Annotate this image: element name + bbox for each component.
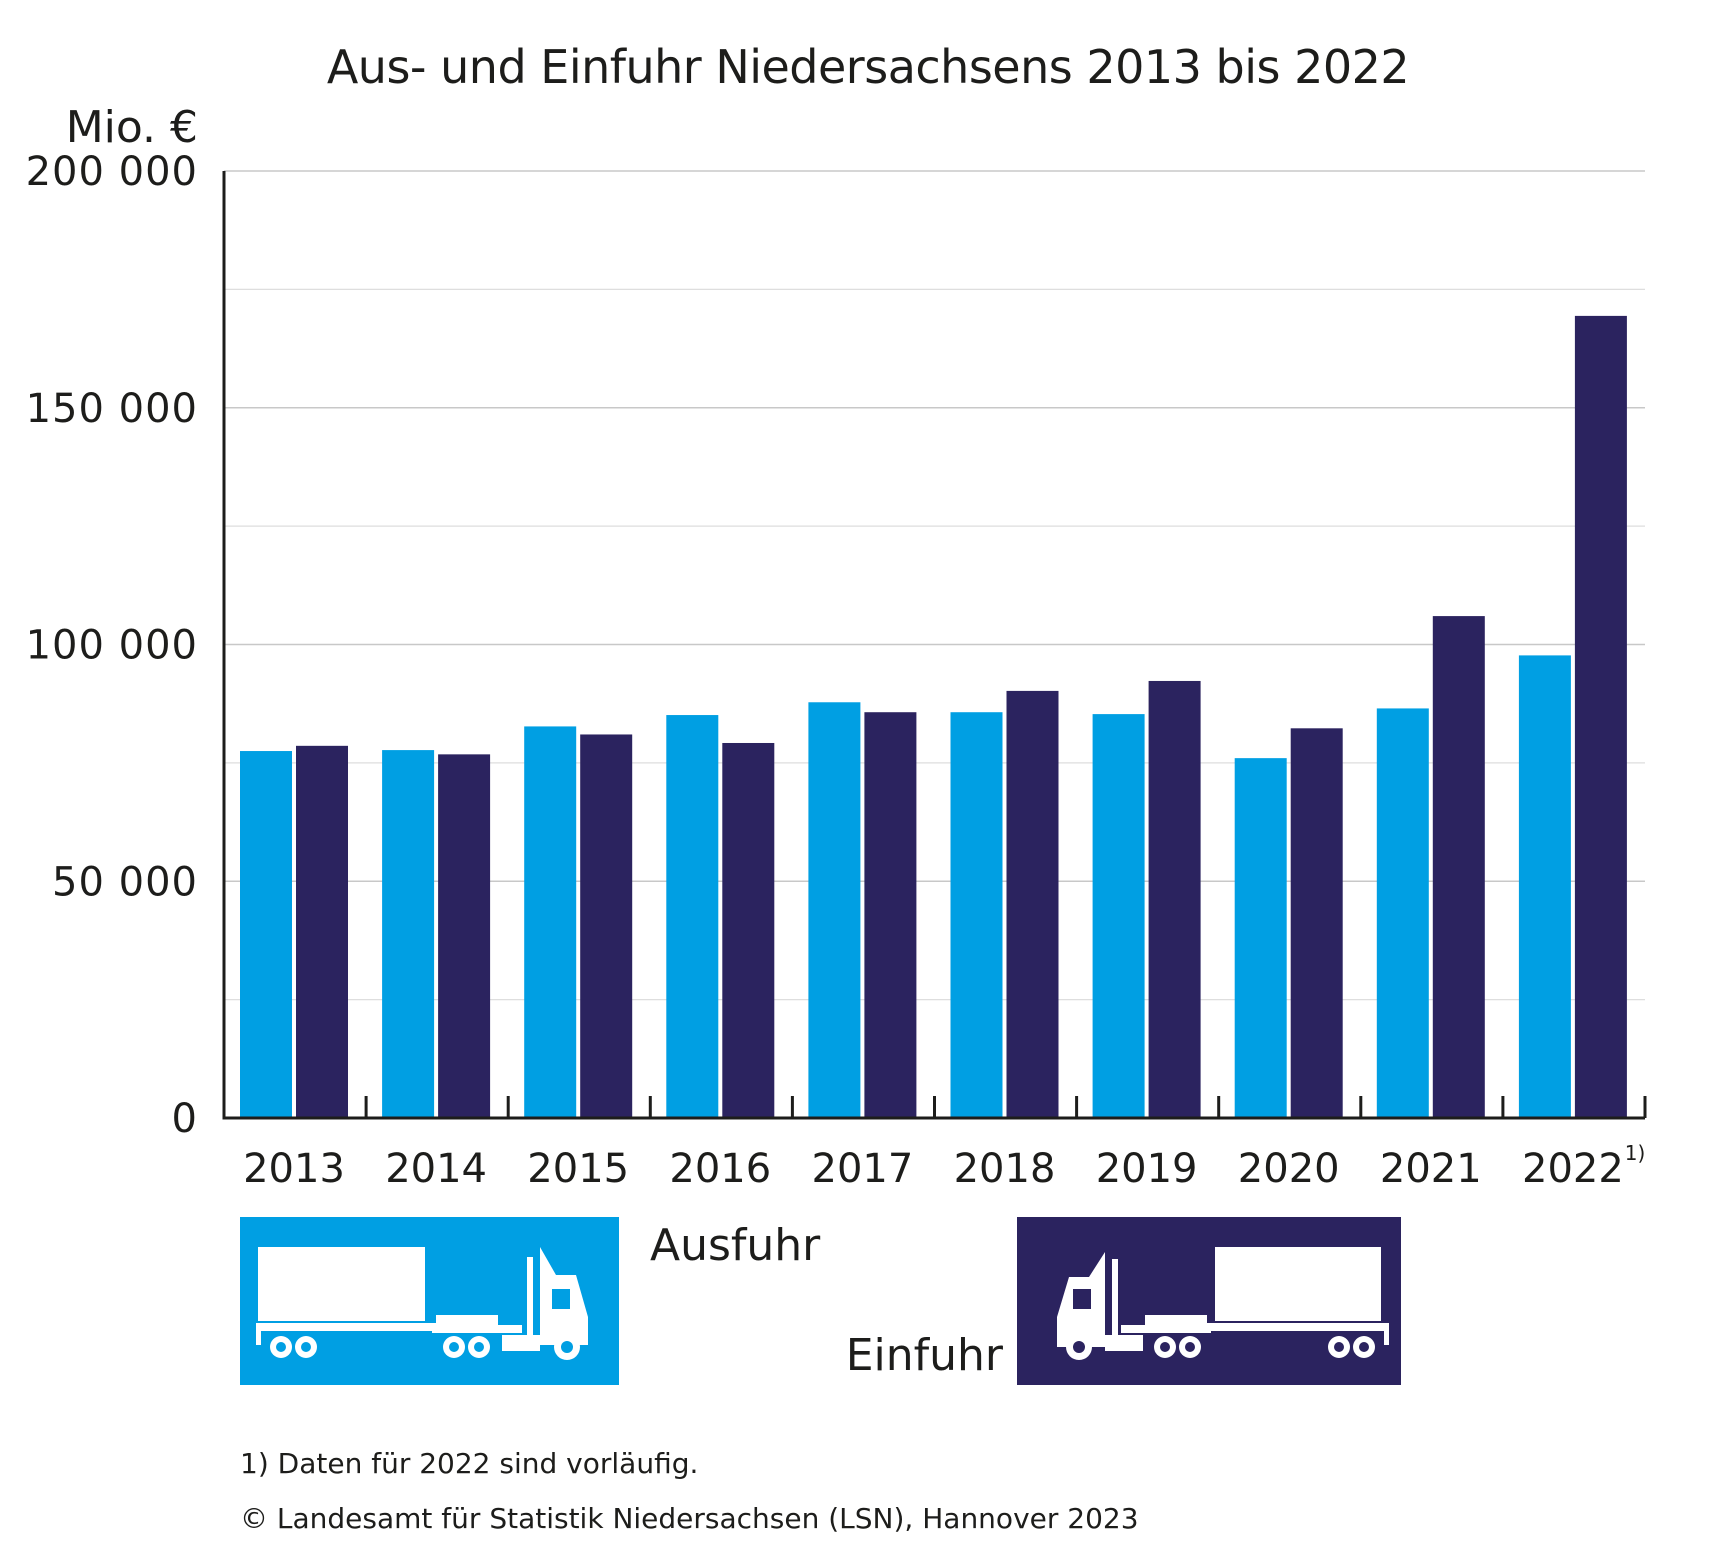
bar-einfuhr-2020 xyxy=(1290,728,1343,1118)
x-tick-label: 2022 xyxy=(1522,1146,1624,1192)
gridlines xyxy=(224,170,1645,1001)
y-axis-unit-label: Mio. € xyxy=(66,102,198,153)
y-tick-labels: 0 50 000 100 000 150 000 200 000 xyxy=(26,149,198,1142)
bar-ausfuhr-2018 xyxy=(950,712,1003,1118)
truck-right-icon xyxy=(256,1247,588,1360)
bar-ausfuhr-2022 xyxy=(1518,655,1571,1118)
bar-einfuhr-2017 xyxy=(864,712,917,1118)
chart-title: Aus- und Einfuhr Niedersachsens 2013 bis… xyxy=(327,40,1409,94)
legend-label-ausfuhr: Ausfuhr xyxy=(650,1220,821,1271)
bar-einfuhr-2022 xyxy=(1574,315,1627,1118)
bar-einfuhr-2015 xyxy=(580,734,633,1118)
x-tick-label: 2014 xyxy=(385,1146,487,1192)
x-tick-label: 2021 xyxy=(1380,1146,1482,1192)
bar-ausfuhr-2013 xyxy=(240,751,292,1118)
bar-ausfuhr-2021 xyxy=(1376,708,1429,1118)
bar-einfuhr-2013 xyxy=(296,745,348,1118)
y-tick-label: 0 xyxy=(172,1096,198,1142)
footnote-preliminary: 1) Daten für 2022 sind vorläufig. xyxy=(240,1447,698,1480)
y-tick-label: 100 000 xyxy=(26,623,198,669)
bar-ausfuhr-2014 xyxy=(382,750,435,1118)
footnote-source: © Landesamt für Statistik Niedersachsen … xyxy=(240,1502,1139,1535)
bar-einfuhr-2019 xyxy=(1148,680,1201,1118)
bar-ausfuhr-2015 xyxy=(524,726,577,1118)
axes xyxy=(222,171,1647,1120)
x-tick-label: 2015 xyxy=(527,1146,629,1192)
y-tick-label: 200 000 xyxy=(26,149,198,195)
bar-einfuhr-2014 xyxy=(438,754,491,1118)
bar-einfuhr-2016 xyxy=(722,742,775,1118)
x-tick-labels: 2013 2014 2015 2016 2017 2018 2019 2020 2021 2022… xyxy=(243,1141,1645,1192)
x-tick-label: 2019 xyxy=(1096,1146,1198,1192)
x-tick-label: 2016 xyxy=(669,1146,771,1192)
legend-item-einfuhr: Einfuhr xyxy=(846,1217,1401,1385)
x-tick-footnote-marker: 1) xyxy=(1625,1141,1646,1165)
truck-left-icon xyxy=(1057,1247,1389,1360)
bar-einfuhr-2021 xyxy=(1432,616,1485,1118)
bar-ausfuhr-2016 xyxy=(666,715,719,1118)
legend-item-ausfuhr: Ausfuhr xyxy=(240,1217,821,1385)
bar-ausfuhr-2017 xyxy=(808,702,861,1118)
bar-einfuhr-2018 xyxy=(1006,690,1059,1118)
bar-ausfuhr-2019 xyxy=(1092,714,1145,1118)
x-tick-label: 2017 xyxy=(812,1146,914,1192)
x-tick-label: 2020 xyxy=(1238,1146,1340,1192)
y-tick-label: 150 000 xyxy=(26,386,198,432)
y-tick-label: 50 000 xyxy=(52,859,198,905)
x-tick-label: 2013 xyxy=(243,1146,345,1192)
legend-label-einfuhr: Einfuhr xyxy=(846,1330,1004,1381)
bars xyxy=(240,315,1627,1118)
x-tick-label: 2018 xyxy=(954,1146,1056,1192)
bar-ausfuhr-2020 xyxy=(1234,758,1287,1118)
